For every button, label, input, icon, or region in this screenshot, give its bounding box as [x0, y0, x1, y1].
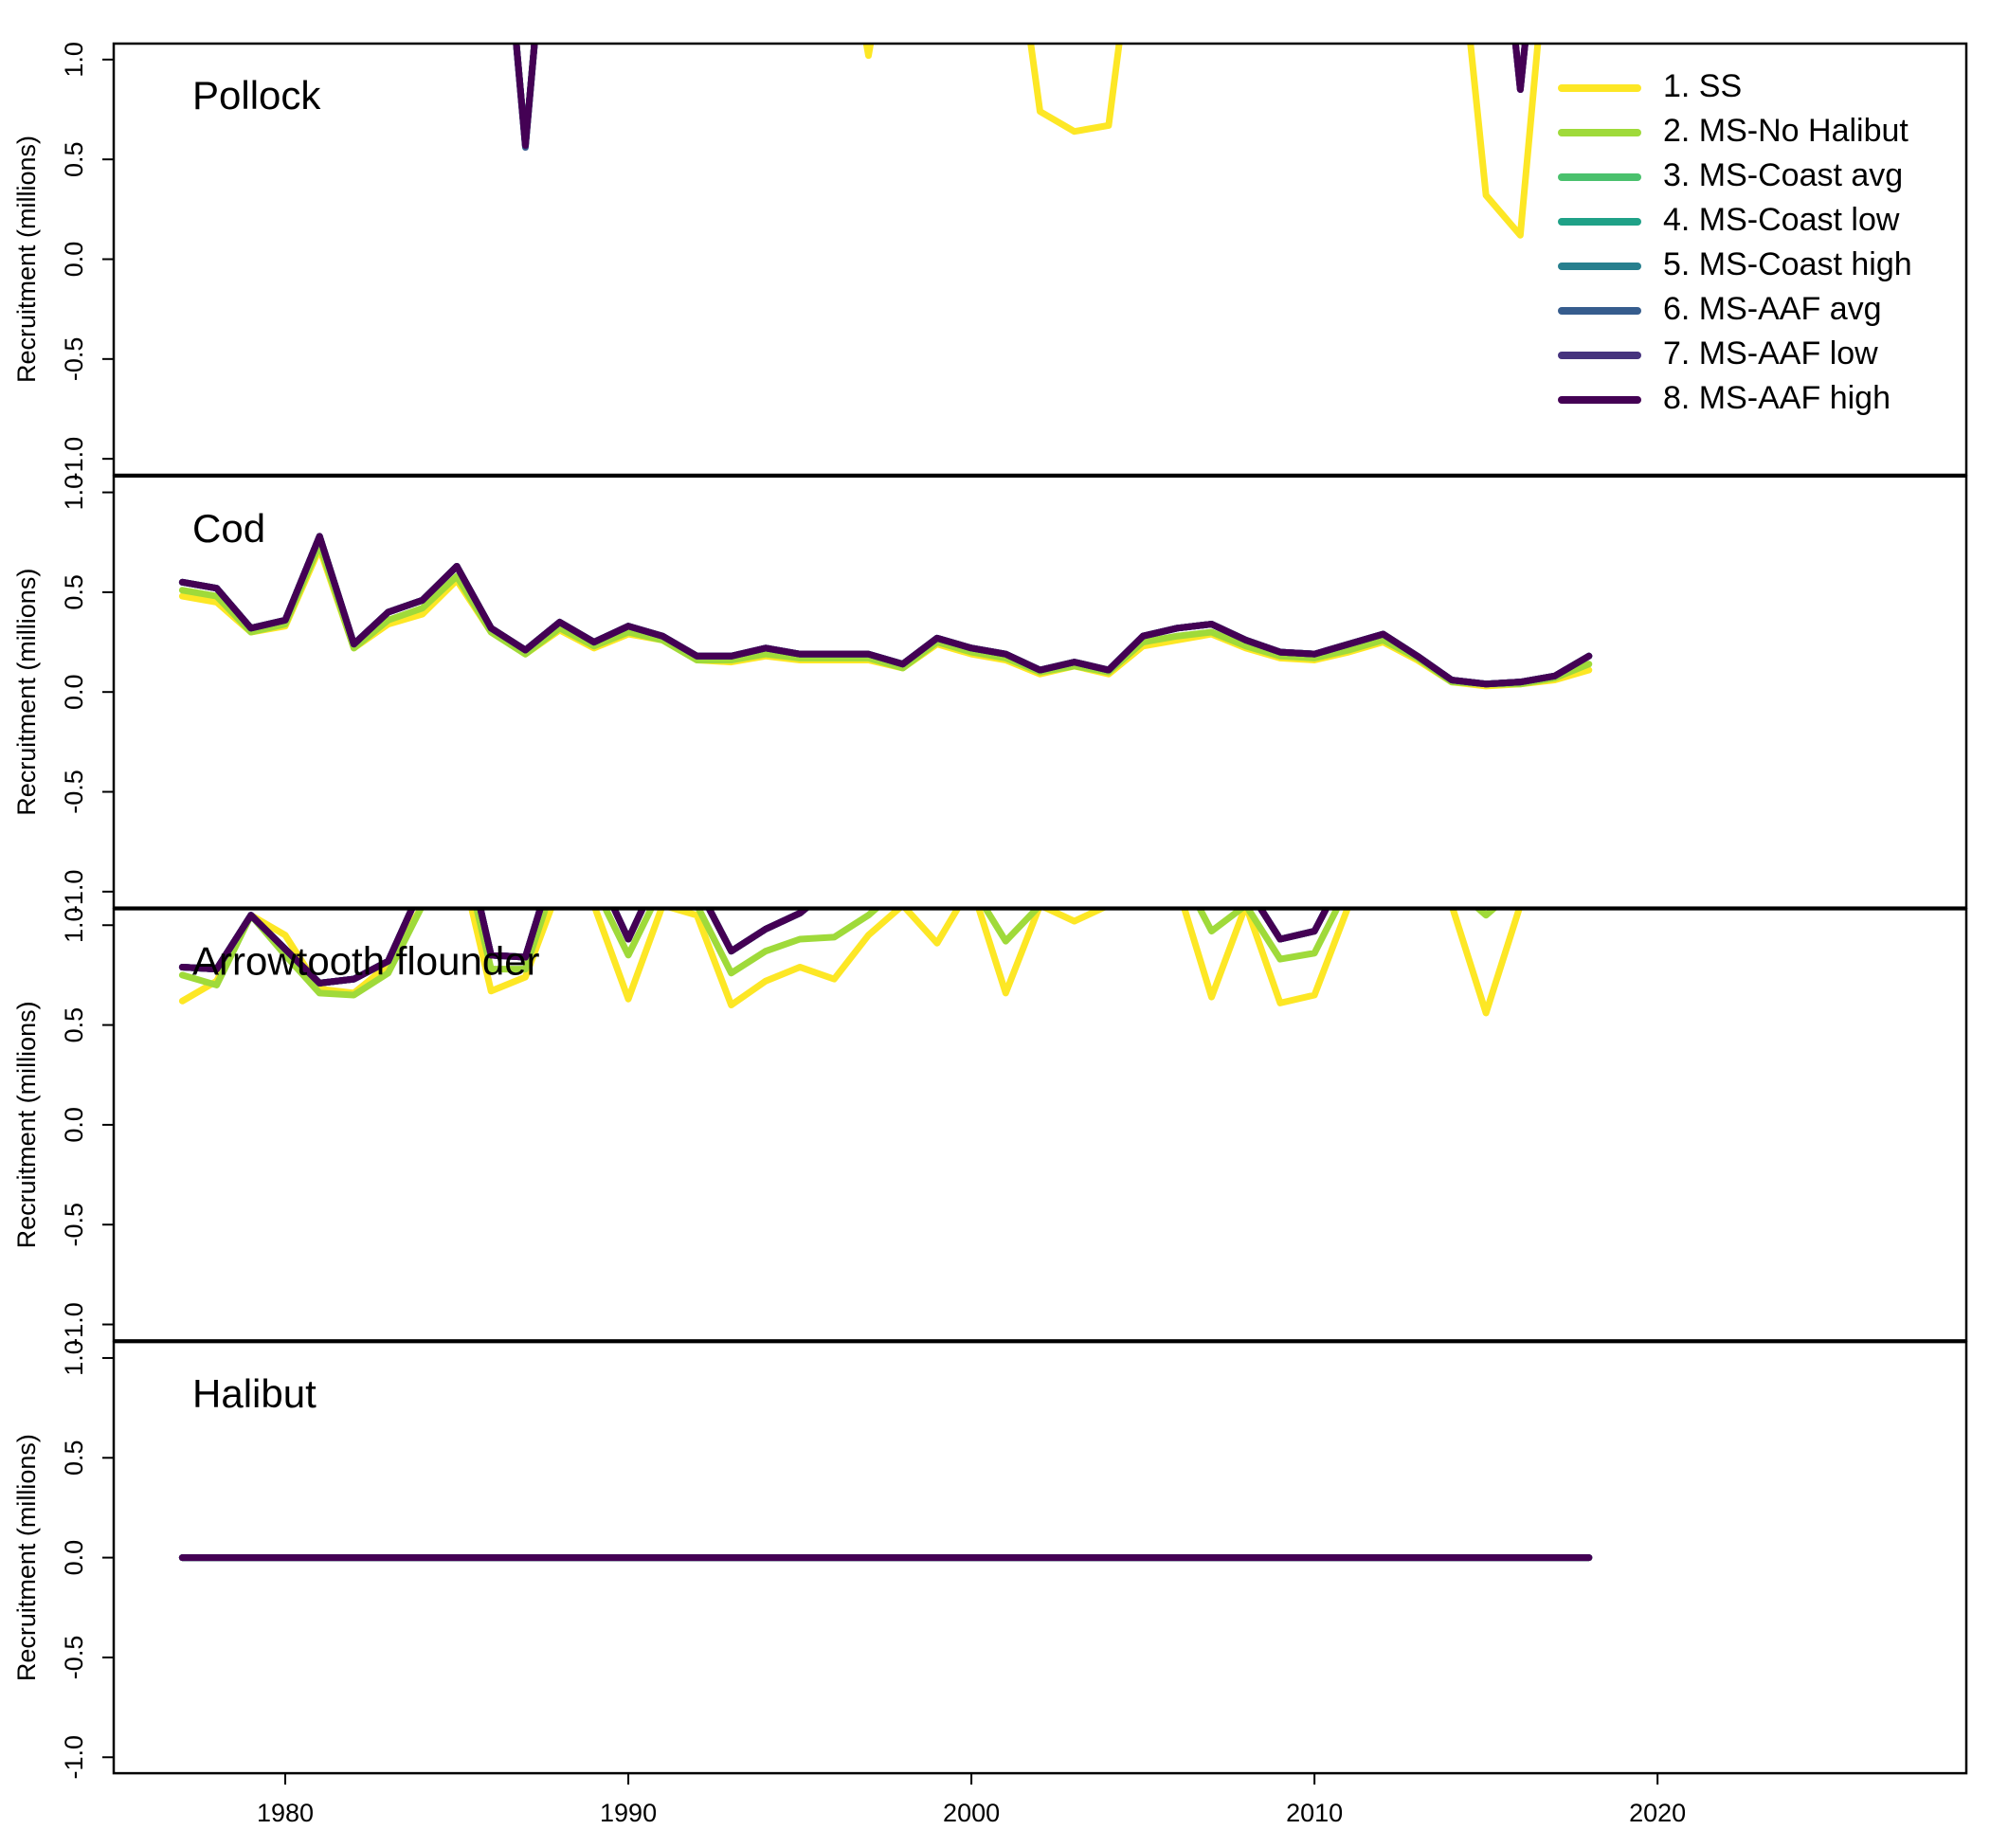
legend-label: 7. MS-AAF low — [1663, 335, 1878, 371]
y-tick-label: 0.5 — [60, 1440, 88, 1477]
legend-label: 4. MS-Coast low — [1663, 202, 1900, 238]
series-line — [513, 44, 538, 149]
y-tick-label: -1.0 — [60, 437, 88, 481]
panel-frame — [112, 908, 1968, 1342]
plot-area — [513, 44, 1542, 239]
series-line — [513, 44, 1529, 152]
y-tick-label: 0.5 — [60, 1007, 88, 1043]
series-line — [178, 540, 1593, 688]
legend-label: 5. MS-Coast high — [1663, 246, 1912, 282]
y-tick-label: 1.0 — [60, 907, 88, 943]
panel-title: Halibut — [192, 1371, 317, 1416]
y-axis-label: Recruitment (millions) — [12, 136, 41, 383]
panel-title: Cod — [192, 506, 265, 551]
y-tick-label: -0.5 — [60, 1203, 88, 1247]
panel-frame — [112, 1340, 1968, 1775]
y-axis-label: Recruitment (millions) — [12, 1001, 41, 1248]
y-tick-label: 1.0 — [60, 42, 88, 78]
panel-frame — [112, 475, 1968, 909]
y-tick-label: 1.0 — [60, 1340, 88, 1376]
y-axis-label: Recruitment (millions) — [12, 569, 41, 816]
series-line — [862, 44, 1542, 239]
series-line — [178, 909, 1498, 999]
x-tick-label: 2000 — [943, 1799, 1000, 1827]
series-line — [513, 44, 538, 149]
series-line — [178, 533, 1593, 688]
series-line — [513, 44, 538, 149]
y-tick-label: -0.5 — [60, 770, 88, 814]
series-line — [178, 909, 1523, 1017]
y-tick-label: 1.0 — [60, 475, 88, 511]
y-tick-label: 0.5 — [60, 574, 88, 610]
y-tick-label: 0.0 — [60, 242, 88, 278]
panel-frame — [112, 42, 1968, 477]
series-line — [513, 44, 1529, 149]
series-line — [513, 44, 538, 149]
x-tick-label: 1990 — [600, 1799, 657, 1827]
x-tick-label: 2010 — [1286, 1799, 1343, 1827]
legend-label: 8. MS-AAF high — [1663, 380, 1890, 416]
y-tick-label: -1.0 — [60, 1302, 88, 1347]
y-tick-label: -1.0 — [60, 1735, 88, 1780]
series-line — [513, 44, 1529, 149]
plot-area — [178, 909, 1523, 1017]
y-tick-label: 0.0 — [60, 1107, 88, 1143]
x-tick-label: 2020 — [1629, 1799, 1686, 1827]
y-axis-label: Recruitment (millions) — [12, 1434, 41, 1681]
panel-title: Pollock — [192, 73, 321, 118]
plot-area — [178, 533, 1593, 690]
y-tick-label: 0.0 — [60, 674, 88, 710]
x-tick-label: 1980 — [257, 1799, 314, 1827]
panel-title: Arrowtooth flounder — [192, 938, 540, 983]
legend-label: 1. SS — [1663, 68, 1742, 104]
y-tick-label: -0.5 — [60, 1636, 88, 1680]
y-tick-label: -0.5 — [60, 337, 88, 382]
legend-label: 6. MS-AAF avg — [1663, 291, 1882, 327]
y-tick-label: 0.0 — [60, 1540, 88, 1576]
y-tick-label: -1.0 — [60, 870, 88, 915]
legend-label: 2. MS-No Halibut — [1663, 113, 1909, 149]
legend-label: 3. MS-Coast avg — [1663, 157, 1903, 193]
y-tick-label: 0.5 — [60, 141, 88, 177]
